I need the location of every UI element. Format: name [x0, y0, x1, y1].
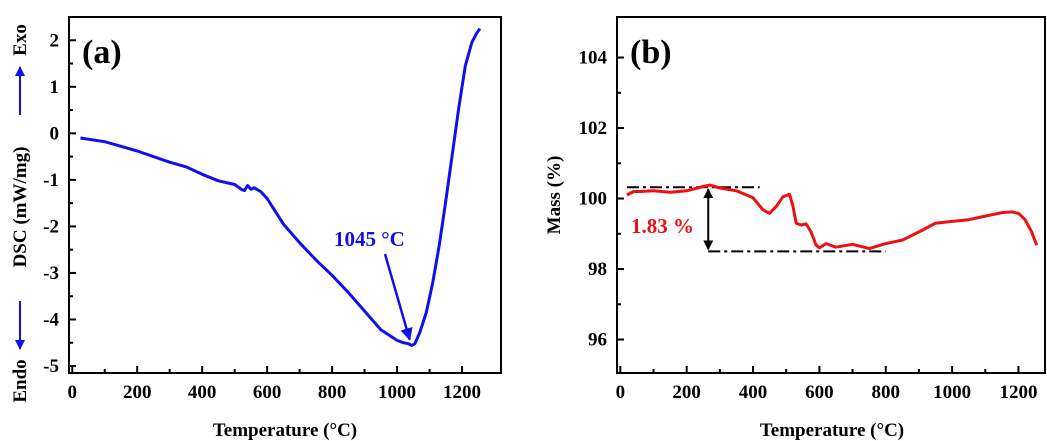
- x-tick-label: 200: [123, 382, 152, 403]
- x-tick-label: 600: [805, 382, 834, 403]
- panel-b-frame: [616, 16, 1046, 374]
- panel-b-x-title: Temperature (°C): [760, 420, 904, 441]
- y-tick-label: -4: [43, 309, 59, 330]
- x-tick-label: 200: [672, 382, 701, 403]
- panel-a-ticks: 0 200 400 600 800 1000 1200 -5 -4 -3 -2 -1 0 1 2: [43, 30, 481, 403]
- panel-b-label: (b): [630, 34, 672, 71]
- y-tick-label: 2: [50, 30, 60, 51]
- panel-a-label: (a): [82, 34, 122, 71]
- x-tick-label: 0: [67, 382, 77, 403]
- panel-a-x-title: Temperature (°C): [213, 420, 357, 441]
- mass-curve: [626, 183, 1039, 251]
- x-tick-label: 1200: [443, 382, 481, 403]
- panel-b-reference-lines: [626, 186, 886, 253]
- x-tick-label: 1000: [933, 382, 971, 403]
- endo-label: Endo: [10, 359, 31, 402]
- x-tick-label: 1000: [378, 382, 416, 403]
- panel-a-frame: [68, 16, 502, 374]
- y-tick-label: 104: [579, 48, 608, 69]
- peak-annotation-arrow: [383, 253, 413, 341]
- y-tick-label: 96: [588, 330, 607, 351]
- y-tick-label: -2: [43, 216, 59, 237]
- panel-a-y-title: Endo DSC (mW/mg) Exo: [10, 24, 31, 403]
- panel-b: 0 200 400 600 800 1000 1200 96 98 100 102 104 (b) 1…: [544, 16, 1046, 441]
- y-tick-label: 100: [579, 189, 608, 210]
- x-tick-label: 800: [318, 382, 347, 403]
- peak-annotation: 1045 °C: [334, 227, 405, 251]
- dsc-unit-label: DSC (mW/mg): [10, 147, 31, 268]
- panel-a: 0 200 400 600 800 1000 1200 -5 -4 -3 -2 -1 0 1 2 (a) 1…: [10, 16, 502, 441]
- x-tick-label: 600: [253, 382, 282, 403]
- y-tick-label: 98: [588, 259, 607, 280]
- y-tick-label: -3: [43, 263, 59, 284]
- exo-label: Exo: [10, 24, 31, 56]
- panel-b-ticks: 0 200 400 600 800 1000 1200 96 98 100 102 104: [579, 48, 1038, 403]
- y-tick-label: 0: [50, 123, 60, 144]
- mass-loss-label: 1.83 %: [631, 214, 694, 238]
- y-tick-label: -5: [43, 356, 59, 377]
- dsc-curve: [80, 27, 482, 347]
- x-tick-label: 0: [616, 382, 626, 403]
- x-tick-label: 400: [188, 382, 217, 403]
- y-tick-label: -1: [43, 170, 59, 191]
- x-tick-label: 800: [871, 382, 900, 403]
- x-tick-label: 400: [739, 382, 768, 403]
- x-tick-label: 1200: [999, 382, 1037, 403]
- panel-b-y-title: Mass (%): [544, 156, 565, 235]
- y-tick-label: 102: [579, 118, 608, 139]
- y-tick-label: 1: [50, 77, 60, 98]
